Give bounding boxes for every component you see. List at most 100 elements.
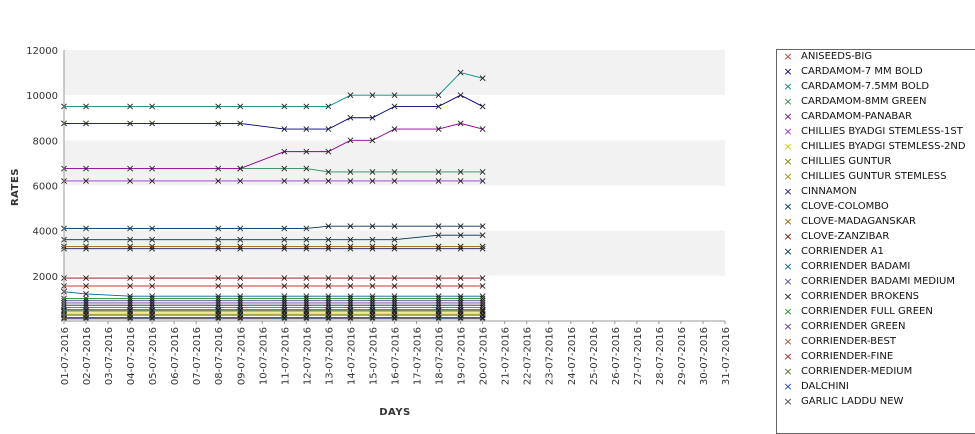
data-point xyxy=(281,178,288,184)
legend-label: CORRIENDER-MEDIUM xyxy=(801,366,913,377)
data-point xyxy=(303,126,310,132)
data-point xyxy=(457,300,464,306)
data-point xyxy=(325,275,332,282)
data-point xyxy=(479,283,486,289)
data-point xyxy=(369,295,376,302)
data-point xyxy=(435,178,442,184)
data-point xyxy=(479,295,486,302)
data-point xyxy=(325,223,332,230)
data-point xyxy=(215,293,222,300)
data-point xyxy=(237,300,244,306)
data-point xyxy=(435,245,442,252)
data-point xyxy=(237,225,244,232)
data-point xyxy=(347,283,354,289)
legend-marker-icon: × xyxy=(783,185,793,198)
legend-marker-icon: × xyxy=(783,155,793,168)
data-point xyxy=(435,315,442,322)
data-point xyxy=(457,315,464,322)
legend-item: × CORRIENDER A1 xyxy=(777,245,975,260)
y-tick-labels: 2000 4000 6000 8000 10000 12000 xyxy=(26,46,58,283)
data-point xyxy=(391,126,398,132)
data-point xyxy=(435,169,442,175)
x-tick-label: 07-07-2016 xyxy=(192,327,203,385)
data-point xyxy=(347,295,354,302)
series xyxy=(61,275,486,282)
data-point xyxy=(479,245,486,252)
data-point xyxy=(391,103,398,110)
legend-label: CORRIENDER-BEST xyxy=(801,336,896,347)
legend-item: × CLOVE-ZANZIBAR xyxy=(777,230,975,245)
data-point xyxy=(83,236,89,243)
data-point xyxy=(435,243,442,250)
data-point xyxy=(479,302,486,309)
data-point xyxy=(83,315,89,322)
data-point xyxy=(435,293,442,300)
legend-item: × CHILLIES GUNTUR STEMLESS xyxy=(777,170,975,185)
data-point xyxy=(83,178,89,184)
x-tick-label: 15-07-2016 xyxy=(368,327,379,385)
data-point xyxy=(369,114,376,121)
data-point xyxy=(391,307,398,314)
data-point xyxy=(303,225,310,232)
data-point xyxy=(369,297,376,304)
data-point xyxy=(325,302,332,309)
data-point xyxy=(83,314,89,321)
x-tick-label: 28-07-2016 xyxy=(655,327,666,385)
x-tick-label: 10-07-2016 xyxy=(258,327,269,385)
data-point xyxy=(237,243,244,250)
data-point xyxy=(303,243,310,250)
legend-marker-icon: × xyxy=(783,110,793,123)
data-point xyxy=(457,307,464,314)
x-tick-label: 03-07-2016 xyxy=(104,327,115,385)
data-point xyxy=(83,103,89,110)
data-point xyxy=(325,178,332,184)
data-point xyxy=(347,223,354,230)
data-point xyxy=(347,307,354,314)
data-point xyxy=(325,306,332,313)
legend-label: CLOVE-ZANZIBAR xyxy=(801,231,890,242)
data-point xyxy=(479,315,486,322)
data-point xyxy=(457,297,464,304)
y-axis-title: RATES xyxy=(10,168,21,206)
data-point xyxy=(347,114,354,121)
data-point xyxy=(237,245,244,252)
series xyxy=(61,314,486,321)
data-point xyxy=(237,103,244,110)
data-point xyxy=(281,295,288,302)
data-point xyxy=(369,314,376,321)
data-point xyxy=(237,236,244,243)
legend-item: × CORRIENDER-BEST xyxy=(777,335,975,350)
data-point xyxy=(281,245,288,252)
legend-item: × CARDAMOM-7.5MM BOLD xyxy=(777,80,975,95)
x-tick-label: 29-07-2016 xyxy=(677,327,688,385)
data-point xyxy=(479,293,486,300)
x-tick-label: 16-07-2016 xyxy=(391,327,402,385)
legend-item: × CORRIENDER-MEDIUM xyxy=(777,365,975,380)
y-tick-label: 8000 xyxy=(33,136,58,147)
legend-item: × CHILLIES BYADGI STEMLESS-2ND xyxy=(777,140,975,155)
data-point xyxy=(127,293,134,300)
data-point xyxy=(391,306,398,313)
data-point xyxy=(237,293,244,300)
series xyxy=(61,69,486,110)
x-tick-label: 18-07-2016 xyxy=(435,327,446,385)
data-point xyxy=(127,120,134,127)
legend-label: GARLIC LADDU NEW xyxy=(801,396,904,407)
legend-item: × CORRIENDER BROKENS xyxy=(777,290,975,305)
data-point xyxy=(215,243,222,250)
data-point xyxy=(149,283,156,289)
series xyxy=(61,288,486,300)
data-point xyxy=(479,223,486,230)
data-point xyxy=(149,236,156,243)
data-point xyxy=(347,293,354,300)
data-point xyxy=(325,169,332,175)
x-axis-title: DAYS xyxy=(379,407,411,418)
data-point xyxy=(369,283,376,289)
series-line xyxy=(240,168,483,173)
data-point xyxy=(435,223,442,230)
data-point xyxy=(303,315,310,322)
x-tick-label: 06-07-2016 xyxy=(170,327,181,385)
legend-item: × CLOVE-COLOMBO xyxy=(777,200,975,215)
data-point xyxy=(325,300,332,306)
y-tick-label: 2000 xyxy=(33,272,58,283)
